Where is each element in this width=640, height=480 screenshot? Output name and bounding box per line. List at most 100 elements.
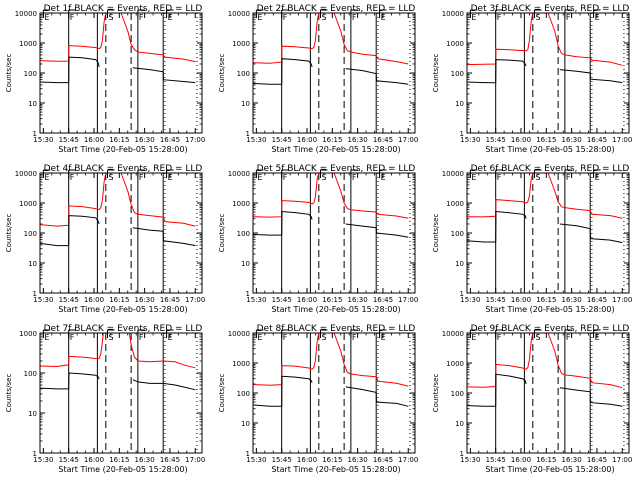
interval-marker xyxy=(42,329,51,338)
interval-marker-label: F xyxy=(352,333,357,342)
series-lld xyxy=(467,173,623,219)
interval-marker-label: F xyxy=(566,333,571,342)
interval-marker xyxy=(379,329,387,338)
x-tick-label: 16:45 xyxy=(160,296,180,304)
series-lld xyxy=(253,173,409,219)
series-lld xyxy=(40,173,196,227)
interval-marker xyxy=(42,9,51,18)
y-tick-label: 100 xyxy=(237,390,250,398)
interval-marker xyxy=(137,9,145,18)
interval-marker-label: E xyxy=(257,173,262,182)
x-tick-label: 15:30 xyxy=(460,456,480,464)
chart-panel-3: Det 3f BLACK = Events, RED = LLD Counts/s… xyxy=(432,4,632,154)
y-axis-label: Counts/sec xyxy=(5,214,13,253)
x-tick-label: 16:00 xyxy=(511,136,531,144)
x-tick-label: 16:15 xyxy=(109,296,129,304)
series-events xyxy=(40,56,196,84)
y-tick-label: 1 xyxy=(460,130,464,138)
interval-marker xyxy=(107,9,115,18)
x-tick-label: 16:45 xyxy=(373,136,393,144)
chart-title: Det 5f BLACK = Events, RED = LLD xyxy=(257,164,416,174)
y-tick-label: 1 xyxy=(33,290,37,298)
x-tick-label: 16:30 xyxy=(348,136,368,144)
interval-marker-label: E xyxy=(168,13,173,22)
y-axis-label: Counts/sec xyxy=(218,374,226,413)
interval-marker xyxy=(379,169,387,178)
interval-marker-label: F xyxy=(139,173,144,182)
y-tick-label: 1 xyxy=(33,450,37,458)
interval-marker xyxy=(350,329,358,338)
y-tick-label: 100 xyxy=(237,70,250,78)
interval-marker xyxy=(68,9,76,18)
chart-panel-2: Det 2f BLACK = Events, RED = LLD Counts/s… xyxy=(218,4,418,154)
x-tick-label: 17:00 xyxy=(398,296,418,304)
y-axis-label: Counts/sec xyxy=(432,54,440,93)
chart-panel-8: Det 8f BLACK = Events, RED = LLD Counts/s… xyxy=(218,324,418,474)
x-tick-label: 16:15 xyxy=(322,456,342,464)
plot-frame xyxy=(466,172,630,294)
x-tick-label: 15:30 xyxy=(246,456,266,464)
x-tick-label: 17:00 xyxy=(612,456,632,464)
x-tick-label: 15:30 xyxy=(460,296,480,304)
interval-marker-label: F xyxy=(566,173,571,182)
interval-marker-label: E xyxy=(168,173,173,182)
y-axis-label: Counts/sec xyxy=(5,54,13,93)
series-events xyxy=(253,375,409,407)
x-tick-label: 16:30 xyxy=(348,296,368,304)
interval-marker-label: E xyxy=(471,333,476,342)
series-lld xyxy=(40,13,196,63)
y-tick-label: 100 xyxy=(24,70,37,78)
y-tick-label: 1000 xyxy=(19,40,37,48)
x-axis-label: Start Time (20-Feb-05 15:28:00) xyxy=(485,145,614,154)
interval-marker xyxy=(469,329,478,338)
interval-marker xyxy=(137,169,145,178)
chart-panel-6: Det 6f BLACK = Events, RED = LLD Counts/s… xyxy=(432,164,632,314)
interval-marker-label: F xyxy=(497,173,502,182)
interval-marker xyxy=(107,169,115,178)
x-tick-label: 16:45 xyxy=(160,456,180,464)
x-tick-label: 17:00 xyxy=(185,136,205,144)
interval-marker-label: S xyxy=(322,173,327,182)
x-tick-label: 16:45 xyxy=(160,136,180,144)
interval-marker xyxy=(469,169,478,178)
y-tick-label: 10 xyxy=(455,100,464,108)
y-tick-label: 1 xyxy=(246,290,250,298)
y-tick-label: 1000 xyxy=(19,330,37,338)
y-tick-label: 10000 xyxy=(442,170,464,178)
y-tick-label: 10 xyxy=(28,410,37,418)
x-tick-label: 16:15 xyxy=(109,136,129,144)
y-tick-label: 1000 xyxy=(232,360,250,368)
interval-marker-label: F xyxy=(139,13,144,22)
y-tick-label: 100 xyxy=(237,230,250,238)
chart-title: Det 6f BLACK = Events, RED = LLD xyxy=(471,164,630,174)
y-tick-label: 10 xyxy=(241,260,250,268)
y-tick-label: 10000 xyxy=(442,10,464,18)
chart-panel-1: Det 1f BLACK = Events, RED = LLD Counts/s… xyxy=(5,4,205,154)
chart-title: Det 4f BLACK = Events, RED = LLD xyxy=(44,164,203,174)
interval-marker xyxy=(495,169,503,178)
series-events xyxy=(253,58,409,85)
interval-marker xyxy=(534,169,542,178)
x-tick-label: 15:45 xyxy=(59,136,79,144)
y-tick-label: 100 xyxy=(451,70,464,78)
interval-marker-label: S xyxy=(536,13,541,22)
x-tick-label: 16:30 xyxy=(562,456,582,464)
y-tick-label: 1000 xyxy=(232,200,250,208)
interval-marker xyxy=(68,329,76,338)
y-tick-label: 10 xyxy=(241,420,250,428)
interval-marker xyxy=(495,9,503,18)
series-events xyxy=(40,215,196,247)
x-tick-label: 16:00 xyxy=(511,296,531,304)
interval-marker xyxy=(469,9,478,18)
interval-marker-label: F xyxy=(497,333,502,342)
interval-marker-label: E xyxy=(44,173,49,182)
chart-panel-7: Det 7f BLACK = Events, RED = LLD Counts/s… xyxy=(5,324,205,474)
y-tick-label: 1000 xyxy=(446,360,464,368)
x-tick-label: 15:30 xyxy=(246,296,266,304)
interval-marker xyxy=(281,169,289,178)
interval-marker-label: E xyxy=(595,173,600,182)
x-tick-label: 16:15 xyxy=(109,456,129,464)
x-tick-label: 16:00 xyxy=(297,456,317,464)
y-tick-label: 1000 xyxy=(446,40,464,48)
y-tick-label: 10000 xyxy=(228,10,250,18)
